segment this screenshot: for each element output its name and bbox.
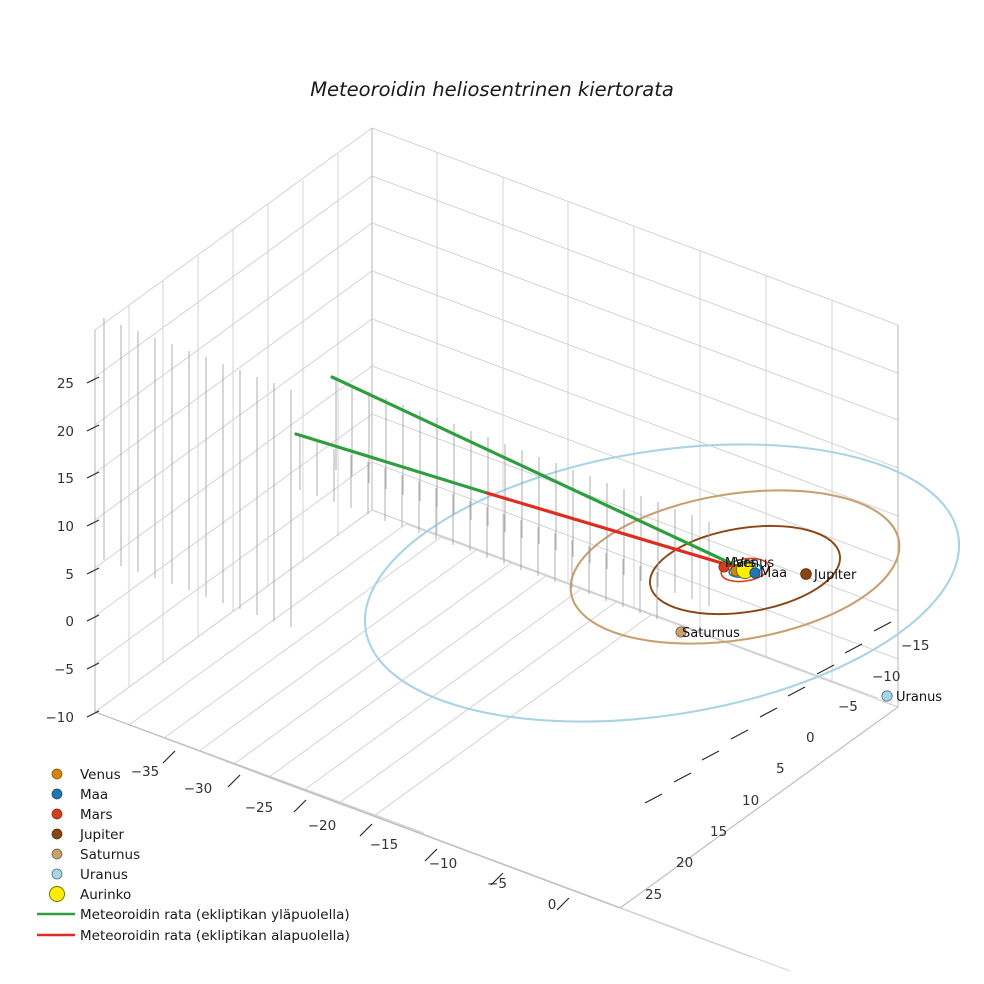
- z-tick-neg5: −5: [54, 662, 74, 678]
- body-uranus[interactable]: [881, 690, 893, 702]
- trajectory-stems: [103, 318, 710, 627]
- y-tick-neg5: −5: [838, 699, 858, 715]
- y-tick-neg10: −10: [872, 669, 901, 685]
- body-maa[interactable]: [749, 567, 761, 579]
- legend-item-uranus[interactable]: Uranus: [51, 867, 128, 883]
- label-saturnus: Saturnus: [682, 626, 740, 641]
- legend-item-saturnus[interactable]: Saturnus: [51, 847, 140, 863]
- z-tick-15: 15: [57, 471, 74, 487]
- trajectory-above-ecliptic[interactable]: [294, 375, 747, 572]
- x-tick-neg30: −30: [184, 781, 213, 797]
- legend-item-aurinko[interactable]: Aurinko: [49, 886, 132, 904]
- legend-item-jupiter[interactable]: Jupiter: [51, 827, 124, 843]
- legend-item-trajectory-above[interactable]: Meteoroidin rata (ekliptikan yläpuolella…: [37, 907, 350, 923]
- legend-item-venus[interactable]: Venus: [51, 767, 121, 783]
- y-tick-5: 5: [776, 761, 785, 777]
- legend-marker-maa: [51, 788, 63, 800]
- orbit-saturnus: [569, 489, 901, 645]
- y-tick-25: 25: [645, 887, 662, 903]
- legend-marker-saturnus: [51, 848, 63, 860]
- y-tick-20: 20: [676, 855, 693, 871]
- page-title: Meteoroidin heliosentrinen kiertorata: [310, 78, 674, 101]
- legend-marker-aurinko: [49, 886, 65, 902]
- x-tick-0: 0: [548, 897, 557, 913]
- trajectory-below-ecliptic[interactable]: [485, 491, 747, 572]
- x-axis[interactable]: −35 −30 −25 −20 −15 −10 −5 0: [131, 750, 570, 913]
- legend-marker-mars: [51, 808, 63, 820]
- z-tick-neg10: −10: [46, 710, 75, 726]
- z-tick-10: 10: [57, 519, 74, 535]
- body-mars[interactable]: [718, 561, 730, 573]
- legend-marker-jupiter: [51, 828, 63, 840]
- orbit-jupiter: [649, 524, 841, 616]
- x-tick-neg25: −25: [245, 800, 274, 816]
- orbit-mars: [720, 557, 770, 583]
- z-tick-20: 20: [57, 424, 74, 440]
- label-venus: Venus: [735, 556, 774, 571]
- body-saturnus[interactable]: [675, 626, 687, 638]
- z-axis[interactable]: 25 20 15 10 5 0 −5 −10: [46, 376, 100, 726]
- y-tick-0: 0: [806, 730, 815, 746]
- z-tick-0: 0: [65, 614, 74, 630]
- label-uranus: Uranus: [896, 690, 942, 705]
- legend[interactable]: Venus Maa Mars Jupiter Saturnus Uranus: [37, 767, 350, 944]
- label-maa: Maa: [760, 566, 787, 581]
- x-tick-neg35: −35: [131, 764, 160, 780]
- x-tick-neg5: −5: [487, 876, 507, 892]
- orbit-uranus: [363, 443, 961, 723]
- legend-item-trajectory-below[interactable]: Meteoroidin rata (ekliptikan alapuolella…: [37, 928, 350, 944]
- legend-item-mars[interactable]: Mars: [51, 807, 113, 823]
- x-tick-neg10: −10: [429, 856, 458, 872]
- y-tick-15: 15: [710, 824, 727, 840]
- legend-label-venus: Venus: [80, 767, 121, 783]
- legend-label-below-ecliptic: Meteoroidin rata (ekliptikan alapuolella…: [80, 928, 350, 944]
- x-tick-neg20: −20: [308, 818, 337, 834]
- y-tick-10: 10: [742, 793, 759, 809]
- x-tick-neg15: −15: [370, 837, 399, 853]
- label-jupiter: Jupiter: [813, 568, 857, 583]
- y-axis[interactable]: −15 −10 −5 0 5 10 15 20 25: [644, 621, 930, 903]
- pane-back-right: [371, 127, 899, 708]
- z-tick-5: 5: [65, 567, 74, 583]
- legend-label-mars: Mars: [80, 807, 113, 823]
- legend-label-maa: Maa: [80, 787, 108, 803]
- pane-floor: [93, 509, 900, 972]
- body-jupiter[interactable]: [800, 568, 812, 580]
- legend-label-jupiter: Jupiter: [79, 827, 124, 843]
- legend-item-maa[interactable]: Maa: [51, 787, 108, 803]
- legend-marker-uranus: [51, 868, 63, 880]
- legend-label-above-ecliptic: Meteoroidin rata (ekliptikan yläpuolella…: [80, 907, 350, 923]
- legend-label-saturnus: Saturnus: [80, 847, 140, 863]
- legend-label-uranus: Uranus: [80, 867, 128, 883]
- legend-marker-venus: [51, 768, 63, 780]
- z-tick-25: 25: [57, 376, 74, 392]
- legend-label-aurinko: Aurinko: [80, 887, 131, 903]
- pane-back-left: [94, 127, 373, 713]
- label-mars: Mars: [725, 556, 757, 571]
- y-tick-neg15: −15: [901, 638, 930, 654]
